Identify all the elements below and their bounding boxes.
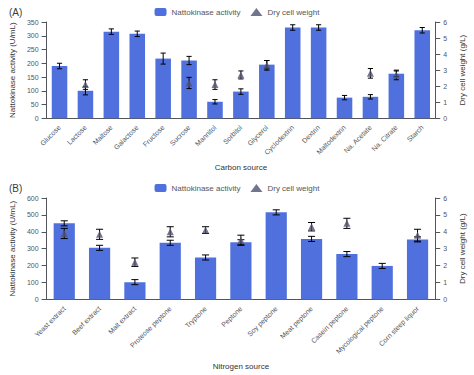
svg-text:Maltose: Maltose: [92, 124, 114, 146]
svg-text:Dry cell weight (g/L): Dry cell weight (g/L): [458, 213, 467, 284]
svg-text:Malt extract: Malt extract: [107, 305, 138, 336]
svg-text:Beef extract: Beef extract: [71, 305, 102, 336]
svg-text:100: 100: [27, 279, 39, 286]
svg-text:400: 400: [27, 228, 39, 235]
svg-text:Nitrogen source: Nitrogen source: [213, 362, 270, 371]
svg-text:Sorbitol: Sorbitol: [222, 123, 244, 145]
svg-text:Fructose: Fructose: [141, 124, 165, 148]
svg-text:600: 600: [27, 195, 39, 202]
svg-text:Nattokinase activity (U/mL): Nattokinase activity (U/mL): [8, 22, 17, 118]
svg-text:100: 100: [27, 87, 39, 94]
svg-text:1: 1: [443, 99, 447, 106]
svg-text:Mannitol: Mannitol: [194, 123, 218, 147]
svg-text:4: 4: [443, 228, 447, 235]
svg-text:300: 300: [27, 245, 39, 252]
svg-text:Dry cell weight (g/L): Dry cell weight (g/L): [458, 34, 467, 105]
svg-text:Glycerol: Glycerol: [246, 123, 270, 147]
svg-text:Na. Citrate: Na. Citrate: [370, 124, 399, 153]
svg-text:5: 5: [443, 35, 447, 42]
svg-text:0: 0: [35, 296, 39, 303]
svg-text:Dry cell weight: Dry cell weight: [267, 8, 320, 17]
svg-text:Nattokinase activity (U/mL): Nattokinase activity (U/mL): [8, 201, 17, 297]
svg-text:300: 300: [27, 32, 39, 39]
svg-text:6: 6: [443, 195, 447, 202]
svg-text:Nattokinase activity: Nattokinase activity: [172, 184, 241, 193]
svg-text:200: 200: [27, 60, 39, 67]
svg-text:2: 2: [443, 83, 447, 90]
svg-text:350: 350: [27, 19, 39, 26]
svg-text:(A): (A): [9, 7, 22, 18]
svg-text:Soy peptone: Soy peptone: [246, 305, 279, 338]
svg-text:Na. Acetate: Na. Acetate: [342, 124, 373, 155]
svg-text:Starch: Starch: [406, 124, 425, 143]
svg-text:Proteose peptone: Proteose peptone: [129, 305, 174, 350]
svg-text:3: 3: [443, 67, 447, 74]
svg-text:2: 2: [443, 262, 447, 269]
svg-text:Glucose: Glucose: [39, 124, 62, 147]
svg-text:Tryptone: Tryptone: [184, 305, 209, 330]
svg-text:Sucrose: Sucrose: [168, 124, 191, 147]
svg-text:Maltodextrin: Maltodextrin: [315, 124, 347, 156]
svg-text:0: 0: [443, 115, 447, 122]
svg-text:200: 200: [27, 262, 39, 269]
svg-text:250: 250: [27, 46, 39, 53]
svg-text:6: 6: [443, 19, 447, 26]
svg-text:Dextrin: Dextrin: [300, 124, 321, 145]
svg-text:Casein peptone: Casein peptone: [310, 305, 350, 345]
svg-text:Dry cell weight: Dry cell weight: [267, 184, 320, 193]
svg-text:500: 500: [27, 211, 39, 218]
svg-text:(B): (B): [9, 183, 22, 194]
svg-text:0: 0: [35, 115, 39, 122]
svg-text:3: 3: [443, 245, 447, 252]
svg-text:Galactose: Galactose: [113, 124, 140, 151]
svg-text:4: 4: [443, 51, 447, 58]
svg-text:1: 1: [443, 279, 447, 286]
svg-text:Nattokinase activity: Nattokinase activity: [172, 8, 241, 17]
svg-text:5: 5: [443, 211, 447, 218]
svg-text:Carbon source: Carbon source: [215, 163, 268, 172]
svg-text:Meat peptone: Meat peptone: [279, 305, 315, 341]
svg-text:Mycological peptone: Mycological peptone: [335, 305, 386, 356]
svg-text:50: 50: [31, 101, 39, 108]
svg-text:Corn steep liquor: Corn steep liquor: [377, 304, 421, 348]
svg-text:0: 0: [443, 296, 447, 303]
svg-text:Yeast extract: Yeast extract: [33, 305, 66, 338]
svg-text:150: 150: [27, 74, 39, 81]
svg-text:Lactose: Lactose: [66, 124, 88, 146]
svg-text:Peptone: Peptone: [220, 305, 244, 329]
svg-text:Cyclodextrin: Cyclodextrin: [263, 124, 296, 157]
